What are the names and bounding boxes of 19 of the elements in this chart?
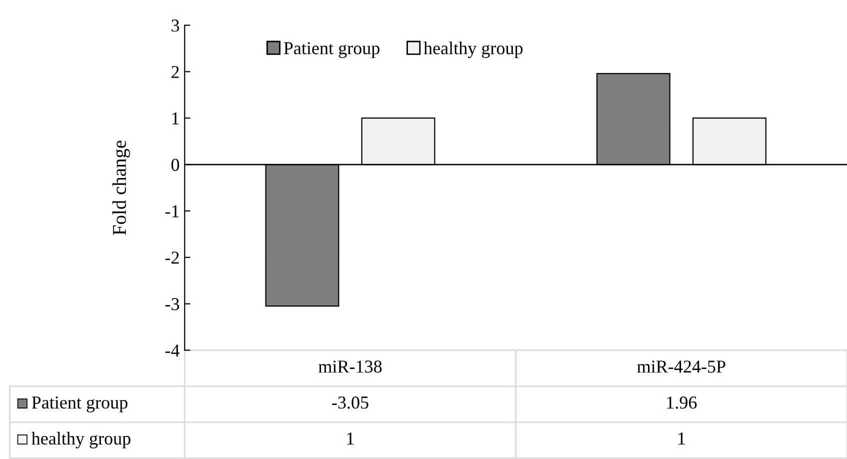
- x-tick-label: miR-138: [318, 360, 382, 373]
- text: Patient group: [32, 396, 128, 412]
- y-tick-label: -3: [165, 298, 180, 310]
- data-label: 1: [347, 432, 354, 444]
- text: healthy group: [32, 432, 130, 448]
- y-tick-label: 2: [172, 66, 179, 78]
- y-tick-label: -2: [165, 252, 179, 264]
- y-tick-label: 1: [172, 112, 179, 124]
- y-tick-label: -4: [165, 344, 180, 356]
- data-label: -3.05: [332, 396, 368, 409]
- x-tick-label: miR-424-5P: [637, 360, 726, 373]
- y-tick-label: 3: [172, 20, 180, 32]
- data-label: 1.96: [667, 396, 697, 409]
- y-axis-title: Fold change: [112, 140, 130, 235]
- y-tick-label: -1: [165, 205, 179, 218]
- y-tick-label: 0: [171, 158, 180, 171]
- legend-label: Patient group: [284, 42, 380, 58]
- legend-label: healthy group: [424, 42, 523, 58]
- data-label: 1: [678, 432, 685, 444]
